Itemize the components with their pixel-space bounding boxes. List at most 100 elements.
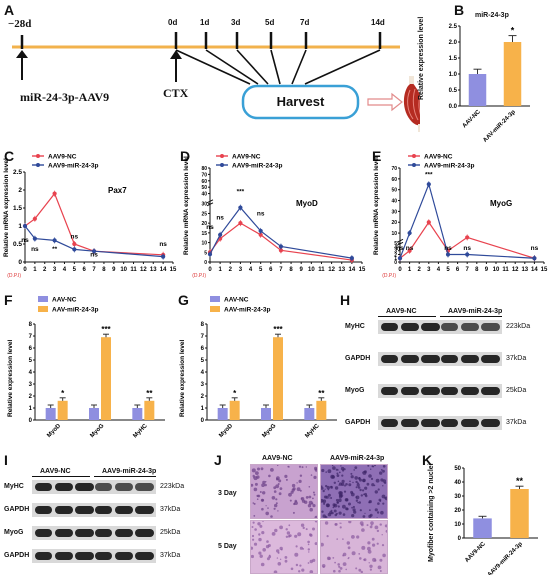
protein-band xyxy=(461,355,479,363)
nucleus-dot xyxy=(371,537,375,541)
nucleus-dot xyxy=(271,532,276,536)
nucleus-dot xyxy=(251,483,254,487)
nucleus-dot xyxy=(321,468,325,473)
protein-band xyxy=(421,419,440,427)
nucleus-dot xyxy=(351,535,355,539)
y-tick-label: 7 xyxy=(29,334,33,340)
nucleus-dot xyxy=(327,557,331,560)
tick-label-4: 7d xyxy=(300,18,310,27)
nucleus-dot xyxy=(276,557,279,559)
western-blot-h: AAV9-NC AAV9-miR-24-3p MyHC 223kDa GAPDH 37kD… xyxy=(340,300,550,450)
nucleus-dot xyxy=(308,495,312,499)
nucleus-dot xyxy=(273,570,278,573)
x-tick-label: 6 xyxy=(83,267,87,273)
x-axis-label: (D.P.I) xyxy=(192,273,206,279)
tick-label-5: 14d xyxy=(371,18,385,27)
nucleus-dot xyxy=(307,540,310,544)
data-point xyxy=(465,235,470,240)
nucleus-dot xyxy=(299,489,302,492)
chart-b: 0.0 0.5 1.0 1.5 2.0 2.5 AAV-NC AAV-miR-24-3p * xyxy=(449,24,530,144)
nucleus-dot xyxy=(349,480,351,483)
nucleus-dot xyxy=(338,482,343,486)
y-tick-label: 10 xyxy=(391,231,397,237)
nucleus-dot xyxy=(355,499,359,502)
nucleus-dot xyxy=(309,533,312,537)
blot-size-label: 223kDa xyxy=(506,323,531,330)
data-point xyxy=(52,191,57,196)
nucleus-dot xyxy=(312,527,315,531)
nucleus-dot xyxy=(381,534,383,536)
axis-break xyxy=(396,238,404,243)
chart-c: AAV9-NC AAV9-miR-24-3p Pax7 Relative mRNA e… xyxy=(3,154,177,280)
nucleus-dot xyxy=(307,548,310,551)
bar xyxy=(273,337,283,420)
y-tick-label: 40 xyxy=(391,199,397,205)
data-point xyxy=(72,247,77,252)
nucleus-dot xyxy=(338,484,340,486)
x-tick-label: 13 xyxy=(338,267,345,273)
nucleus-dot xyxy=(357,501,359,504)
protein-band xyxy=(401,419,419,427)
significance-mark: ns xyxy=(21,237,29,244)
nucleus-dot xyxy=(275,498,278,501)
nucleus-dot xyxy=(309,559,313,564)
legend-marker xyxy=(220,163,224,167)
blot-row-label: GAPDH xyxy=(4,506,30,513)
nucleus-dot xyxy=(371,483,375,487)
nucleus-dot xyxy=(369,509,371,511)
nucleus-dot xyxy=(337,480,340,483)
y-tick-label: 10 xyxy=(201,241,207,247)
y-tick-label: 2 xyxy=(29,394,33,400)
nucleus-dot xyxy=(301,497,303,500)
nucleus-dot xyxy=(261,507,264,511)
nucleus-dot xyxy=(279,546,283,551)
nucleus-dot xyxy=(359,557,362,560)
data-point xyxy=(426,182,431,187)
x-tick-label: 7 xyxy=(466,267,470,273)
nucleus-dot xyxy=(268,555,272,559)
nucleus-dot xyxy=(352,481,354,484)
nucleus-dot xyxy=(348,521,352,524)
group-bar xyxy=(32,476,90,477)
legend-label: AAV-miR-24-3p xyxy=(224,307,271,314)
nucleus-dot xyxy=(258,533,261,536)
nucleus-dot xyxy=(276,477,279,481)
chart-e: AAV9-NC AAV9-miR-24-3p MyoG Relative mRNA e… xyxy=(373,154,548,280)
nucleus-dot xyxy=(364,512,366,514)
nucleus-dot xyxy=(284,474,288,478)
x-tick-label: 1 xyxy=(33,267,37,273)
nucleus-dot xyxy=(312,491,315,494)
y-tick-label: 3 xyxy=(29,382,33,388)
chart-title: MyoG xyxy=(490,199,512,208)
group-bar xyxy=(378,316,436,317)
y-tick-label: 15 xyxy=(201,231,207,237)
legend-label: AAV-NC xyxy=(224,297,249,304)
nucleus-dot xyxy=(260,467,264,471)
y-tick-label: 60 xyxy=(391,177,397,183)
chart-b-title: miR-24-3p xyxy=(475,12,509,19)
nucleus-dot xyxy=(377,565,382,570)
nucleus-dot xyxy=(290,490,294,494)
protein-band xyxy=(461,323,479,331)
nucleus-dot xyxy=(335,468,338,471)
blot-row-label: MyHC xyxy=(4,483,24,490)
x-tick-label: 13 xyxy=(150,267,157,273)
nucleus-dot xyxy=(334,486,339,490)
data-point xyxy=(218,232,223,237)
nucleus-dot xyxy=(358,553,361,555)
protein-band xyxy=(135,506,154,514)
nucleus-dot xyxy=(370,521,374,525)
chart-d: AAV9-NC AAV9-miR-24-3p MyoD Relative mRNA e… xyxy=(183,154,366,280)
nucleus-dot xyxy=(291,483,296,488)
blot-row-label: MyHC xyxy=(345,323,365,330)
nucleus-dot xyxy=(369,525,373,529)
blot-size-label: 37kDa xyxy=(160,506,181,513)
panel-letter-j: J xyxy=(214,452,222,468)
y-axis-label: Relative expression level xyxy=(7,339,14,417)
x-tick-label: 10 xyxy=(493,267,500,273)
data-point xyxy=(72,241,77,247)
panel-letter-a: A xyxy=(4,2,15,18)
group-bar xyxy=(440,316,502,317)
nucleus-dot xyxy=(330,486,333,489)
blot-strip xyxy=(378,352,502,366)
